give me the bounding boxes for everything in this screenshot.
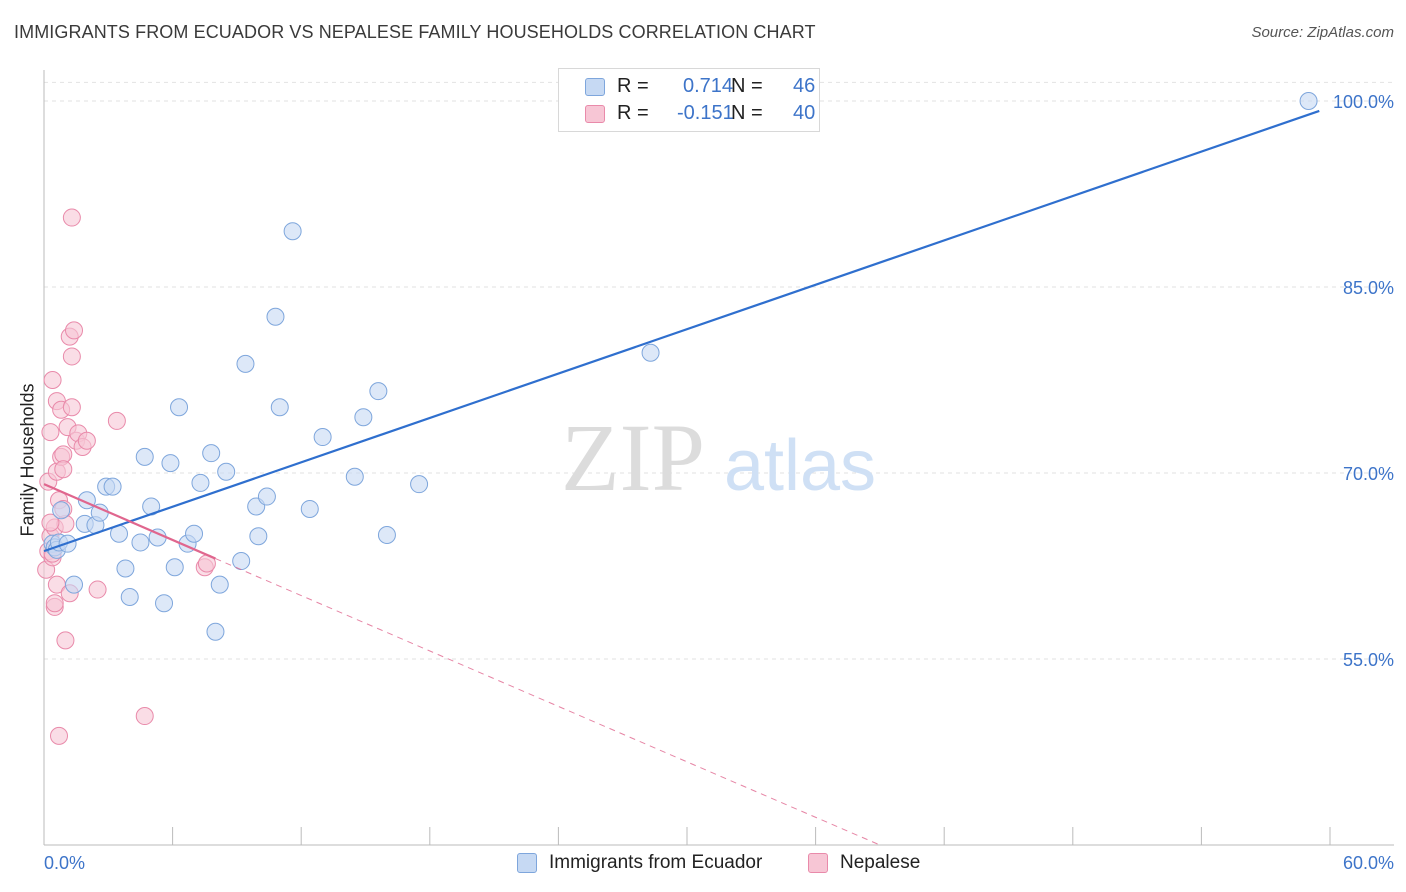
- ecuador-point: [191, 473, 210, 492]
- trend-lines: [43, 109, 1320, 846]
- y-tick-label: 55.0%: [1343, 650, 1394, 670]
- bottom-legend-label-nepalese: Nepalese: [840, 852, 921, 873]
- nepalese-point: [88, 580, 107, 599]
- ecuador-point: [257, 487, 276, 506]
- nepalese-point: [43, 371, 62, 389]
- bottom-legend-label-ecuador: Immigrants from Ecuador: [549, 852, 763, 873]
- y-axis-label: Family Households: [17, 383, 38, 537]
- watermark-zip: ZIP: [561, 404, 705, 511]
- ecuador-point: [120, 588, 139, 606]
- ecuador-point: [103, 477, 122, 496]
- ecuador-point: [165, 558, 184, 577]
- series-nepalese-points: [37, 208, 216, 745]
- nepalese-trend-line: [43, 483, 216, 560]
- nepalese-point: [77, 431, 96, 450]
- ecuador-point: [1299, 92, 1318, 110]
- ecuador-point: [283, 222, 302, 241]
- nepalese-point: [62, 347, 81, 366]
- bottom-legend-swatch-nepalese: [808, 853, 828, 873]
- x-tick-label: 60.0%: [1343, 853, 1394, 873]
- nepalese-point: [62, 398, 81, 417]
- nepalese-point: [54, 460, 73, 479]
- legend-n-value: 40: [793, 102, 816, 124]
- legend-r-label: R =: [617, 75, 649, 97]
- ecuador-point: [217, 462, 236, 481]
- ecuador-trend-line: [43, 109, 1320, 553]
- ecuador-point: [116, 559, 135, 578]
- ecuador-point: [210, 575, 229, 594]
- y-tick-label: 100.0%: [1333, 92, 1394, 112]
- nepalese-point: [135, 707, 154, 726]
- ecuador-point: [354, 408, 373, 427]
- ecuador-point: [270, 398, 289, 417]
- legend-n-label: N =: [731, 75, 763, 97]
- legend-swatch-nepalese: [585, 105, 605, 123]
- ecuador-point: [185, 524, 204, 543]
- source-credit: Source: ZipAtlas.com: [1251, 24, 1394, 41]
- ecuador-point: [52, 501, 71, 520]
- series-ecuador-points: [43, 92, 1318, 641]
- chart-title: IMMIGRANTS FROM ECUADOR VS NEPALESE FAMI…: [14, 22, 816, 42]
- ecuador-point: [155, 594, 174, 613]
- ecuador-point: [249, 527, 268, 546]
- ecuador-point: [345, 467, 364, 486]
- tick-labels: 55.0% 70.0% 85.0% 100.0% 0.0% 60.0%: [44, 92, 1394, 873]
- ecuador-point: [232, 552, 251, 571]
- legend-swatch-ecuador: [585, 78, 605, 96]
- legend-n-value: 46: [793, 75, 816, 97]
- ecuador-point: [131, 533, 150, 552]
- nepalese-point: [41, 513, 60, 532]
- legend-r-value: 0.714: [683, 75, 734, 97]
- watermark: ZIP atlas: [561, 404, 876, 511]
- ecuador-point: [206, 622, 225, 641]
- nepalese-point: [56, 631, 75, 650]
- ecuador-point: [266, 307, 285, 326]
- ecuador-point: [170, 398, 189, 417]
- y-tick-label: 85.0%: [1343, 278, 1394, 298]
- ecuador-point: [369, 382, 388, 401]
- nepalese-point: [50, 726, 69, 745]
- bottom-legend-swatch-ecuador: [517, 853, 537, 873]
- nepalese-trend-extension: [215, 558, 881, 846]
- nepalese-point: [62, 208, 81, 227]
- y-tick-label: 70.0%: [1343, 464, 1394, 484]
- ecuador-point: [236, 354, 255, 373]
- ecuador-point: [161, 454, 180, 473]
- nepalese-point: [107, 411, 126, 430]
- ecuador-point: [377, 526, 396, 544]
- watermark-atlas: atlas: [724, 426, 876, 506]
- ecuador-point: [65, 575, 84, 594]
- ecuador-point: [313, 428, 332, 447]
- legend-r-value: -0.151: [677, 102, 734, 124]
- legend-r-label: R =: [617, 102, 649, 124]
- axes: [43, 70, 1394, 846]
- x-tick-label: 0.0%: [44, 853, 85, 873]
- ecuador-point: [410, 475, 429, 494]
- nepalese-point: [65, 321, 84, 340]
- nepalese-point: [41, 423, 60, 442]
- nepalese-point: [45, 594, 64, 613]
- ecuador-point: [202, 444, 221, 463]
- ecuador-point: [135, 447, 154, 466]
- ecuador-point: [641, 343, 660, 362]
- legend-n-label: N =: [731, 102, 763, 124]
- correlation-legend: R = 0.714 N = 46 R = -0.151 N = 40: [558, 68, 820, 132]
- ecuador-point: [300, 499, 319, 518]
